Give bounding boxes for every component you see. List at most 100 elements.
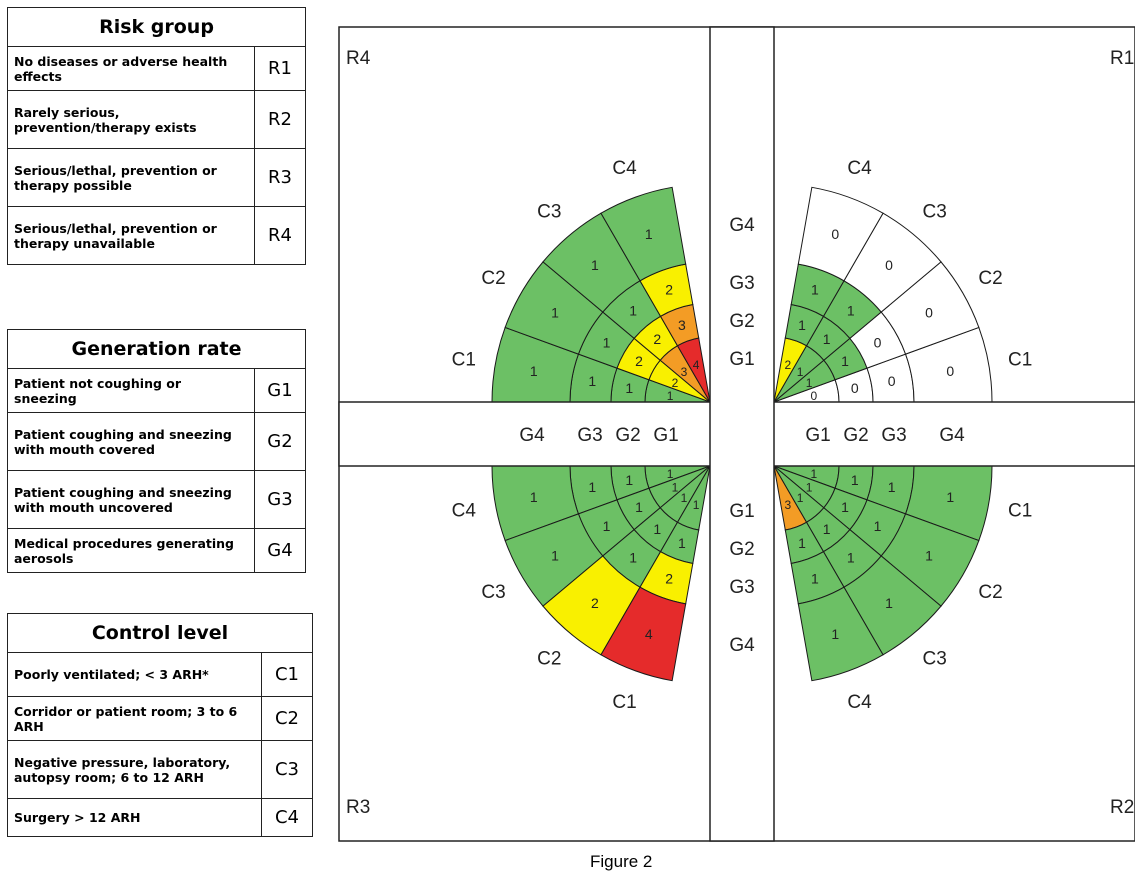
sector-score-r4-c4-g2: 3 bbox=[678, 317, 686, 333]
risk-group-table: Risk group No diseases or adverse health… bbox=[7, 7, 306, 265]
sector-score-r4-c3-g1: 3 bbox=[681, 365, 688, 379]
gen-label-top-3: G4 bbox=[729, 215, 755, 236]
sector-score-r3-c3-g2: 1 bbox=[653, 521, 661, 537]
sector-score-r1-c2-g3: 0 bbox=[874, 334, 882, 350]
gen-label-bottom-0: G1 bbox=[729, 501, 754, 522]
control-label-r4-3: C4 bbox=[612, 158, 637, 179]
sector-score-r4-c3-g4: 1 bbox=[591, 257, 599, 273]
risk-desc-r1: No diseases or adverse health effects bbox=[7, 46, 255, 91]
risk-desc-r4: Serious/lethal, prevention or therapy un… bbox=[7, 206, 255, 265]
sector-score-r1-c3-g1: 1 bbox=[797, 365, 804, 379]
sector-score-r3-c2-g4: 1 bbox=[551, 548, 559, 564]
sector-score-r1-c1-g3: 0 bbox=[888, 373, 896, 389]
sector-score-r2-c4-g4: 1 bbox=[831, 626, 839, 642]
sector-score-r3-c2-g3: 1 bbox=[603, 518, 611, 534]
risk-code-r1: R1 bbox=[254, 46, 306, 91]
sector-score-r3-c4-g1: 1 bbox=[693, 498, 700, 512]
risk-label-r2: R2 bbox=[1110, 797, 1134, 818]
sector-score-r3-c3-g3: 1 bbox=[629, 550, 637, 566]
sector-score-r4-c2-g4: 1 bbox=[551, 305, 559, 321]
sector-score-r2-c3-g3: 1 bbox=[847, 550, 855, 566]
control-label-r1-0: C1 bbox=[1008, 350, 1032, 371]
control-label-r2-1: C2 bbox=[978, 582, 1002, 603]
figure-caption: Figure 2 bbox=[590, 852, 653, 871]
control-label-r4-2: C3 bbox=[537, 201, 561, 222]
risk-desc-r2: Rarely serious, prevention/therapy exist… bbox=[7, 90, 255, 149]
sector-score-r4-c4-g4: 1 bbox=[645, 226, 653, 242]
sector-score-r1-c1-g4: 0 bbox=[946, 363, 954, 379]
control-level-title: Control level bbox=[7, 613, 313, 653]
sector-r4-c4-g4 bbox=[600, 186, 687, 282]
gen-label-bottom-3: G4 bbox=[729, 635, 755, 656]
sector-score-r3-c3-g1: 1 bbox=[681, 491, 688, 505]
sector-score-r4-c1-g4: 1 bbox=[530, 363, 538, 379]
gen-label-right-3: G4 bbox=[939, 425, 965, 446]
sector-score-r3-c1-g4: 1 bbox=[530, 489, 538, 505]
sector-score-r2-c1-g2: 1 bbox=[851, 472, 859, 488]
sector-score-r1-c3-g4: 0 bbox=[885, 257, 893, 273]
sector-score-r3-c2-g1: 1 bbox=[672, 480, 679, 494]
sector-score-r2-c4-g2: 1 bbox=[798, 535, 806, 551]
sector-score-r3-c1-g3: 1 bbox=[588, 479, 596, 495]
sector-score-r2-c4-g1: 3 bbox=[785, 498, 792, 512]
sector-score-r4-c2-g2: 2 bbox=[635, 353, 643, 369]
sector-score-r2-c1-g4: 1 bbox=[946, 489, 954, 505]
sector-score-r2-c3-g1: 1 bbox=[797, 491, 804, 505]
sector-score-r1-c3-g3: 1 bbox=[847, 302, 855, 318]
sector-score-r2-c1-g1: 1 bbox=[811, 467, 818, 481]
sector-score-r2-c2-g2: 1 bbox=[841, 499, 849, 515]
control-label-r3-1: C3 bbox=[481, 582, 505, 603]
sector-r1-c4-g4 bbox=[797, 186, 884, 282]
gen-desc-g2: Patient coughing and sneezing with mouth… bbox=[7, 412, 255, 471]
risk-label-r1: R1 bbox=[1110, 48, 1134, 69]
gen-label-left-1: G2 bbox=[615, 425, 640, 446]
sector-score-r2-c4-g3: 1 bbox=[811, 570, 819, 586]
control-label-r3-2: C2 bbox=[537, 649, 561, 670]
sector-score-r3-c4-g2: 1 bbox=[678, 535, 686, 551]
generation-rate-table: Generation rate Patient not coughing or … bbox=[7, 329, 306, 573]
sector-r2-c4-g4 bbox=[797, 586, 884, 682]
sector-score-r1-c3-g2: 1 bbox=[823, 331, 831, 347]
gen-label-right-2: G3 bbox=[881, 425, 906, 446]
control-label-r1-3: C4 bbox=[847, 158, 872, 179]
sector-score-r3-c4-g4: 4 bbox=[645, 626, 653, 642]
sector-score-r4-c3-g2: 2 bbox=[653, 331, 661, 347]
sector-score-r1-c4-g3: 1 bbox=[811, 282, 819, 298]
gen-label-top-1: G2 bbox=[729, 311, 754, 332]
sector-score-r4-c4-g3: 2 bbox=[665, 282, 673, 298]
sector-score-r4-c4-g1: 4 bbox=[693, 358, 700, 372]
gen-label-left-2: G3 bbox=[577, 425, 602, 446]
sector-score-r3-c4-g3: 2 bbox=[665, 570, 673, 586]
generation-rate-title: Generation rate bbox=[7, 329, 306, 369]
gen-label-bottom-1: G2 bbox=[729, 539, 754, 560]
sector-score-r1-c2-g4: 0 bbox=[925, 305, 933, 321]
sector-score-r1-c4-g1: 2 bbox=[785, 358, 792, 372]
sector-score-r4-c2-g1: 2 bbox=[672, 376, 679, 390]
gen-label-left-3: G4 bbox=[519, 425, 545, 446]
sector-score-r3-c1-g1: 1 bbox=[667, 467, 674, 481]
control-label-r3-0: C4 bbox=[452, 500, 477, 521]
sector-score-r1-c4-g4: 0 bbox=[831, 226, 839, 242]
sector-score-r4-c1-g1: 1 bbox=[667, 389, 674, 403]
sector-score-r1-c1-g1: 0 bbox=[811, 389, 818, 403]
sector-score-r2-c3-g4: 1 bbox=[885, 595, 893, 611]
sector-score-r2-c2-g3: 1 bbox=[874, 518, 882, 534]
gen-code-g4: G4 bbox=[254, 528, 306, 573]
control-label-r2-2: C3 bbox=[923, 649, 947, 670]
sector-score-r1-c1-g2: 0 bbox=[851, 380, 859, 396]
sector-score-r4-c1-g2: 1 bbox=[625, 380, 633, 396]
sector-r3-c4-g4 bbox=[600, 586, 687, 682]
risk-label-r3: R3 bbox=[346, 797, 370, 818]
control-label-r4-0: C1 bbox=[452, 350, 476, 371]
control-level-table: Control level Poorly ventilated; < 3 ARH… bbox=[7, 613, 313, 837]
sector-score-r3-c1-g2: 1 bbox=[625, 472, 633, 488]
risk-label-r4: R4 bbox=[346, 48, 371, 69]
ctrl-desc-c2: Corridor or patient room; 3 to 6 ARH bbox=[7, 696, 262, 741]
gen-label-bottom-2: G3 bbox=[729, 577, 754, 598]
gen-code-g1: G1 bbox=[254, 368, 306, 413]
control-label-r4-1: C2 bbox=[481, 268, 505, 289]
sector-score-r1-c2-g2: 1 bbox=[841, 353, 849, 369]
gen-desc-g4: Medical procedures generating aerosols bbox=[7, 528, 255, 573]
gen-code-g2: G2 bbox=[254, 412, 306, 471]
